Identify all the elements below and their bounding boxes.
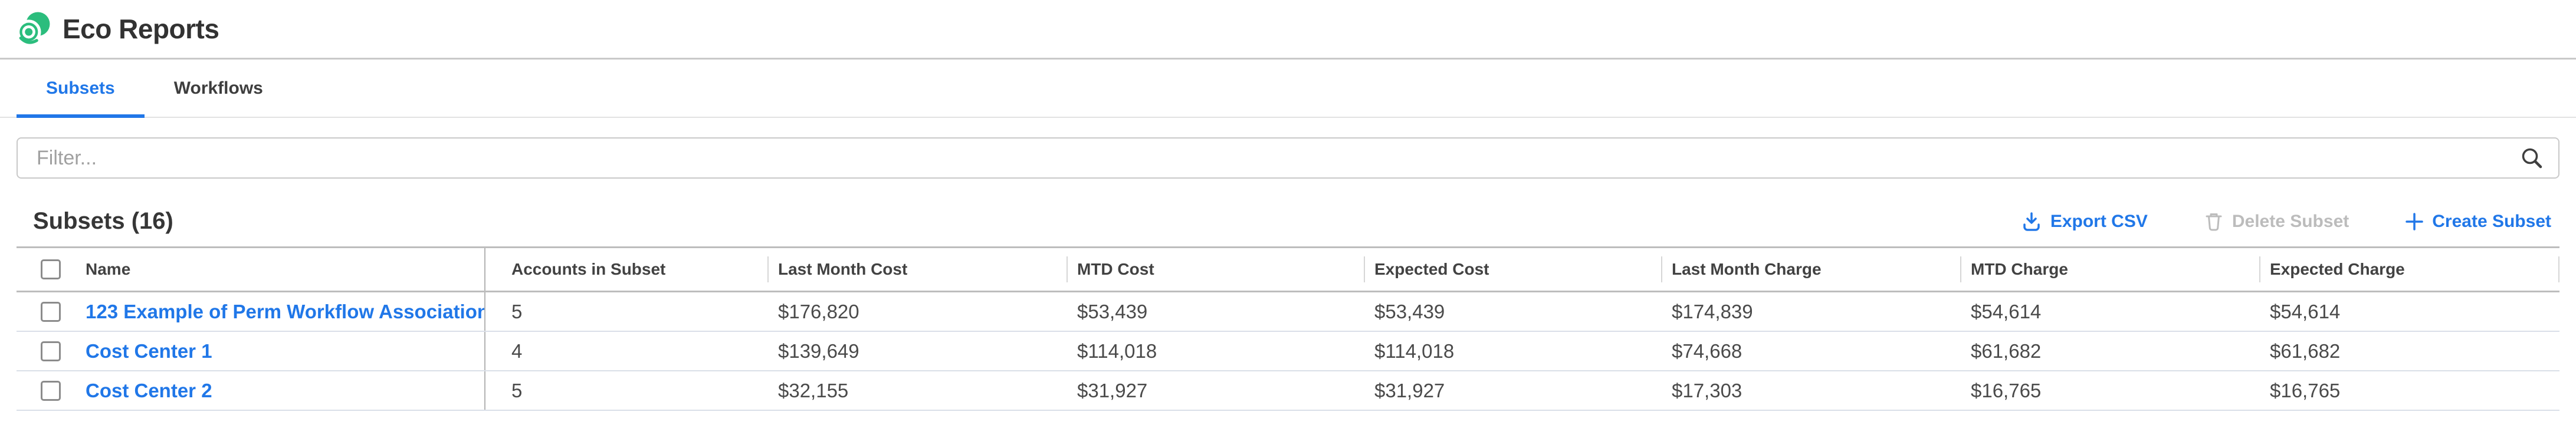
mtd-charge-cell: $61,682 [1960, 331, 2259, 371]
column-header-mtd-charge[interactable]: MTD Charge [1960, 248, 2259, 292]
create-subset-label: Create Subset [2432, 211, 2551, 231]
table-row: Cost Center 1 4 $139,649 $114,018 $114,0… [17, 331, 2559, 371]
mtd-charge-cell: $54,614 [1960, 291, 2259, 332]
row-select-cell [17, 371, 86, 411]
expected-charge-cell: $54,614 [2259, 291, 2559, 332]
column-header-last-month-charge[interactable]: Last Month Charge [1661, 248, 1960, 292]
accounts-cell: 5 [484, 371, 767, 411]
table-row: 123 Example of Perm Workflow Association… [17, 291, 2559, 332]
export-csv-label: Export CSV [2050, 211, 2148, 231]
filter-input[interactable] [17, 137, 2559, 179]
last-month-charge-cell: $74,668 [1661, 331, 1960, 371]
page-title: Eco Reports [63, 14, 219, 44]
trash-icon [2206, 213, 2222, 230]
expected-charge-cell: $61,682 [2259, 331, 2559, 371]
subsets-toolbar: Subsets (16) Export CSV Delete Subset [17, 208, 2551, 235]
tab-bar: Subsets Workflows [0, 60, 2576, 118]
app-header: Eco Reports [0, 0, 2576, 60]
subset-name-link[interactable]: 123 Example of Perm Workflow Association [86, 300, 485, 322]
row-checkbox[interactable] [41, 380, 61, 401]
plus-icon [2406, 212, 2423, 230]
expected-cost-cell: $114,018 [1364, 331, 1661, 371]
download-icon [2023, 212, 2040, 231]
tab-workflows[interactable]: Workflows [173, 78, 263, 98]
toolbar-actions: Export CSV Delete Subset Create Subset [2021, 211, 2551, 232]
last-month-cost-cell: $139,649 [767, 331, 1067, 371]
column-header-expected-charge[interactable]: Expected Charge [2259, 248, 2559, 292]
expected-cost-cell: $31,927 [1364, 371, 1661, 411]
column-header-expected-cost[interactable]: Expected Cost [1364, 248, 1661, 292]
column-header-name[interactable]: Name [86, 260, 131, 278]
tab-subsets[interactable]: Subsets [17, 60, 145, 118]
subset-name-link[interactable]: Cost Center 1 [86, 340, 212, 362]
row-checkbox[interactable] [41, 341, 61, 361]
subsets-table: Name Accounts in Subset Last Month Cost … [17, 246, 2559, 411]
accounts-cell: 4 [484, 331, 767, 371]
create-subset-button[interactable]: Create Subset [2405, 212, 2551, 232]
last-month-charge-cell: $174,839 [1661, 291, 1960, 332]
subsets-count-heading: Subsets (16) [33, 208, 173, 234]
column-header-last-month-cost[interactable]: Last Month Cost [767, 248, 1067, 292]
row-select-cell [17, 291, 86, 332]
select-all-cell [17, 248, 86, 292]
mtd-cost-cell: $53,439 [1067, 291, 1364, 332]
column-header-mtd-cost[interactable]: MTD Cost [1067, 248, 1364, 292]
accounts-cell: 5 [484, 291, 767, 332]
row-select-cell [17, 331, 86, 371]
delete-subset-label: Delete Subset [2232, 211, 2349, 231]
subset-name-link[interactable]: Cost Center 2 [86, 379, 212, 401]
last-month-cost-cell: $32,155 [767, 371, 1067, 411]
last-month-cost-cell: $176,820 [767, 291, 1067, 332]
mtd-cost-cell: $31,927 [1067, 371, 1364, 411]
filter-bar [17, 137, 2559, 179]
column-header-accounts[interactable]: Accounts in Subset [484, 247, 767, 292]
export-csv-button[interactable]: Export CSV [2021, 211, 2148, 232]
expected-cost-cell: $53,439 [1364, 291, 1661, 332]
select-all-checkbox[interactable] [41, 259, 61, 279]
mtd-cost-cell: $114,018 [1067, 331, 1364, 371]
mtd-charge-cell: $16,765 [1960, 371, 2259, 411]
row-checkbox[interactable] [41, 301, 61, 322]
table-header-row: Name Accounts in Subset Last Month Cost … [17, 247, 2559, 292]
search-icon[interactable] [2519, 146, 2544, 170]
table-row: Cost Center 2 5 $32,155 $31,927 $31,927 … [17, 371, 2559, 411]
expected-charge-cell: $16,765 [2259, 371, 2559, 411]
eco-logo-icon [17, 12, 50, 44]
delete-subset-button[interactable]: Delete Subset [2204, 212, 2349, 232]
last-month-charge-cell: $17,303 [1661, 371, 1960, 411]
